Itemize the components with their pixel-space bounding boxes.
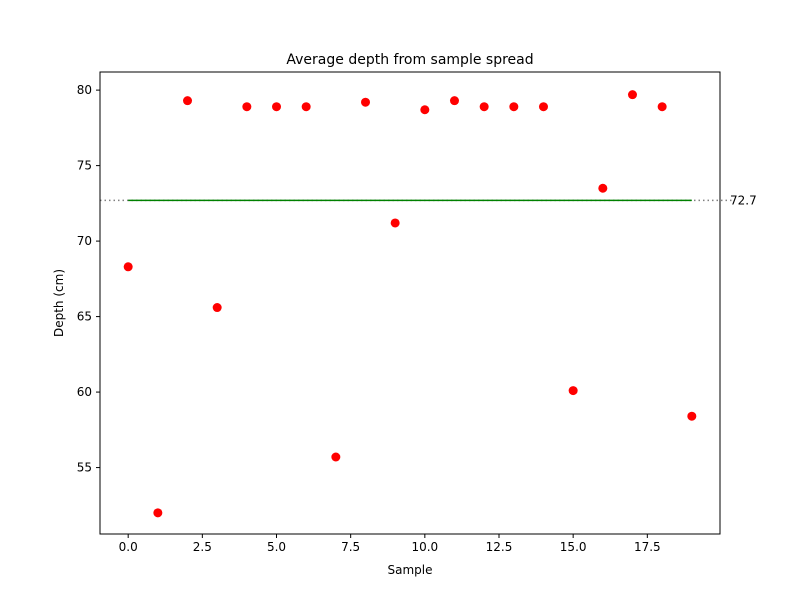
x-tick-label: 5.0 xyxy=(267,540,286,554)
axes-frame xyxy=(99,71,721,535)
y-tick-label: 75 xyxy=(77,159,92,173)
data-point xyxy=(272,102,282,112)
y-tick-label: 80 xyxy=(77,83,92,97)
data-point xyxy=(657,102,667,112)
plot-area xyxy=(100,90,732,518)
mean-label-group: 72.7 xyxy=(730,193,757,207)
y-axis: 55 60 65 70 75 80 xyxy=(77,83,100,475)
data-point xyxy=(331,452,341,462)
data-point xyxy=(598,183,608,193)
data-point xyxy=(538,102,548,112)
x-tick-label: 17.5 xyxy=(634,540,661,554)
y-tick-label: 65 xyxy=(77,310,92,324)
y-axis-label: Depth (cm) xyxy=(52,269,66,337)
data-point xyxy=(242,102,252,112)
data-point xyxy=(687,411,697,421)
x-tick-label: 15.0 xyxy=(560,540,587,554)
chart-title: Average depth from sample spread xyxy=(286,52,533,68)
data-point xyxy=(361,97,371,107)
data-point xyxy=(153,508,163,518)
data-point xyxy=(390,218,400,228)
y-tick-label: 60 xyxy=(77,385,92,399)
y-tick-label: 55 xyxy=(77,461,92,475)
data-point xyxy=(449,96,459,106)
x-tick-label: 2.5 xyxy=(193,540,212,554)
x-tick-label: 12.5 xyxy=(486,540,513,554)
data-point xyxy=(420,105,430,115)
data-point xyxy=(212,303,222,313)
x-tick-label: 7.5 xyxy=(341,540,360,554)
x-tick-label: 10.0 xyxy=(411,540,438,554)
x-tick-label: 0.0 xyxy=(119,540,138,554)
data-point xyxy=(301,102,311,112)
data-point xyxy=(627,90,637,100)
data-point xyxy=(183,96,193,106)
x-axis-label: Sample xyxy=(388,563,433,577)
y-tick-label: 70 xyxy=(77,234,92,248)
data-point xyxy=(568,386,578,396)
data-point xyxy=(479,102,489,112)
x-axis: 0.0 2.5 5.0 7.5 10.0 12.5 15.0 17.5 xyxy=(119,534,661,554)
mean-value-label: 72.7 xyxy=(730,193,757,207)
data-point xyxy=(509,102,519,112)
data-point xyxy=(123,262,133,272)
